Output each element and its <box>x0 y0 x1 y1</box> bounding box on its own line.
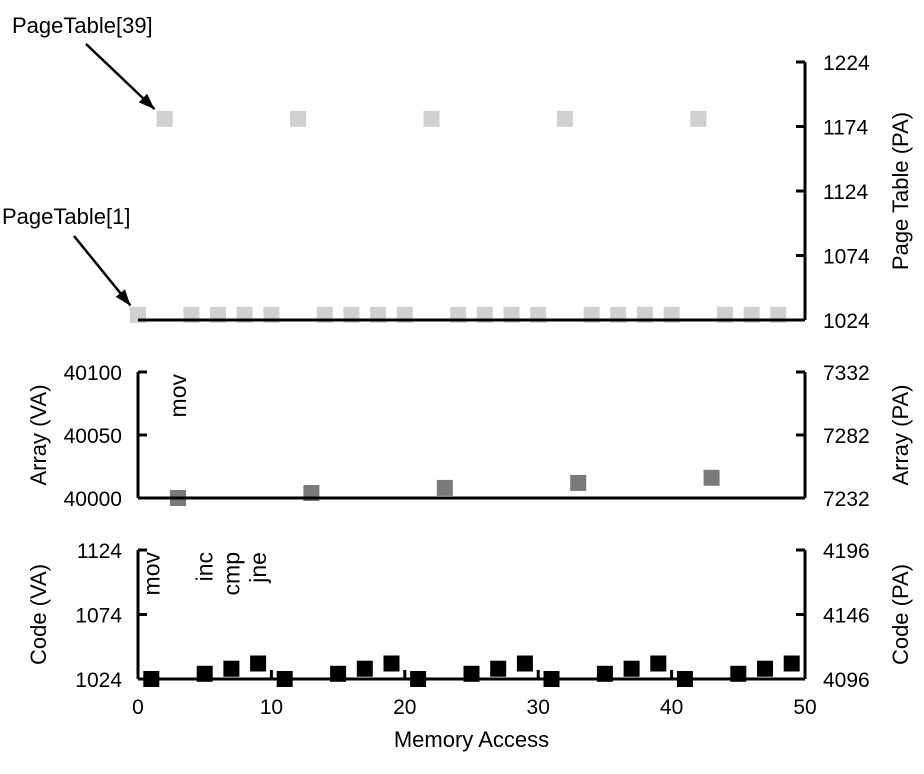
data-point-code-2 <box>223 660 240 677</box>
x-tick-label-4: 40 <box>660 696 683 719</box>
annotation-arrow-head-0 <box>138 93 155 110</box>
x-tick-label-2: 20 <box>393 696 416 719</box>
x-tick-label-3: 30 <box>527 696 550 719</box>
instruction-label-cmp: cmp <box>218 552 244 595</box>
data-point-page-table-6 <box>290 110 307 127</box>
instruction-label-jne: jne <box>245 552 271 584</box>
data-point-array-4 <box>703 469 720 486</box>
instruction-label-mov: mov <box>138 552 164 596</box>
data-point-code-14 <box>623 660 640 677</box>
x-tick-label-1: 10 <box>260 696 283 719</box>
right-tick-label-page-table-2: 1124 <box>823 181 868 204</box>
right-axis-title-array: Array (PA) <box>888 384 913 485</box>
data-point-code-3 <box>250 655 267 672</box>
right-tick-label-page-table-0: 1024 <box>823 310 870 333</box>
data-point-code-18 <box>757 660 773 677</box>
right-axis-title-code: Code (PA) <box>888 564 913 665</box>
left-axis-title-array: Array (VA) <box>26 384 51 485</box>
data-point-code-7 <box>383 655 400 672</box>
left-tick-label-code-0: 1024 <box>75 669 122 692</box>
x-tick-label-5: 50 <box>793 696 816 719</box>
data-markers <box>130 110 800 687</box>
right-tick-label-code-1: 4146 <box>823 605 870 628</box>
right-tick-label-array-2: 7332 <box>823 362 870 385</box>
data-point-code-15 <box>650 655 667 672</box>
left-tick-label-array-1: 40050 <box>64 425 122 448</box>
right-tick-label-array-0: 7232 <box>823 488 870 511</box>
left-tick-label-array-0: 40000 <box>64 488 122 511</box>
data-point-code-19 <box>783 655 800 672</box>
instruction-label-mov: mov <box>165 374 191 418</box>
data-point-page-table-11 <box>423 110 440 127</box>
annotation-0: PageTable[39] <box>12 13 153 38</box>
data-point-page-table-1 <box>156 110 173 127</box>
left-tick-label-array-2: 40100 <box>64 362 122 385</box>
right-axis-title-page-table: Page Table (PA) <box>888 112 913 270</box>
axes <box>73 43 807 681</box>
data-point-page-table-16 <box>556 110 573 127</box>
right-tick-label-page-table-3: 1174 <box>823 117 868 140</box>
data-point-code-11 <box>516 655 533 672</box>
data-point-code-6 <box>356 660 373 677</box>
data-point-array-2 <box>436 479 453 496</box>
right-tick-label-code-0: 4096 <box>823 669 870 692</box>
x-tick-label-0: 0 <box>132 696 144 719</box>
right-tick-label-page-table-1: 1074 <box>823 246 870 269</box>
left-tick-label-code-1: 1074 <box>75 605 122 628</box>
data-point-code-10 <box>490 660 507 677</box>
right-tick-label-code-2: 4196 <box>823 540 870 563</box>
right-tick-label-array-1: 7282 <box>823 425 870 448</box>
left-tick-label-code-2: 1124 <box>77 540 122 563</box>
x-axis-title: Memory Access <box>394 727 549 752</box>
right-tick-label-page-table-4: 1224 <box>823 52 870 75</box>
data-point-array-3 <box>570 474 587 491</box>
data-point-page-table-21 <box>690 110 707 127</box>
annotation-arrow-head-1 <box>115 289 131 306</box>
instruction-label-inc: inc <box>192 552 218 581</box>
left-axis-title-code: Code (VA) <box>26 564 51 665</box>
annotation-1: PageTable[1] <box>2 204 130 229</box>
labels: 1024 1074 1124 1174 1224 Page Table (PA) PageT… <box>2 13 913 752</box>
